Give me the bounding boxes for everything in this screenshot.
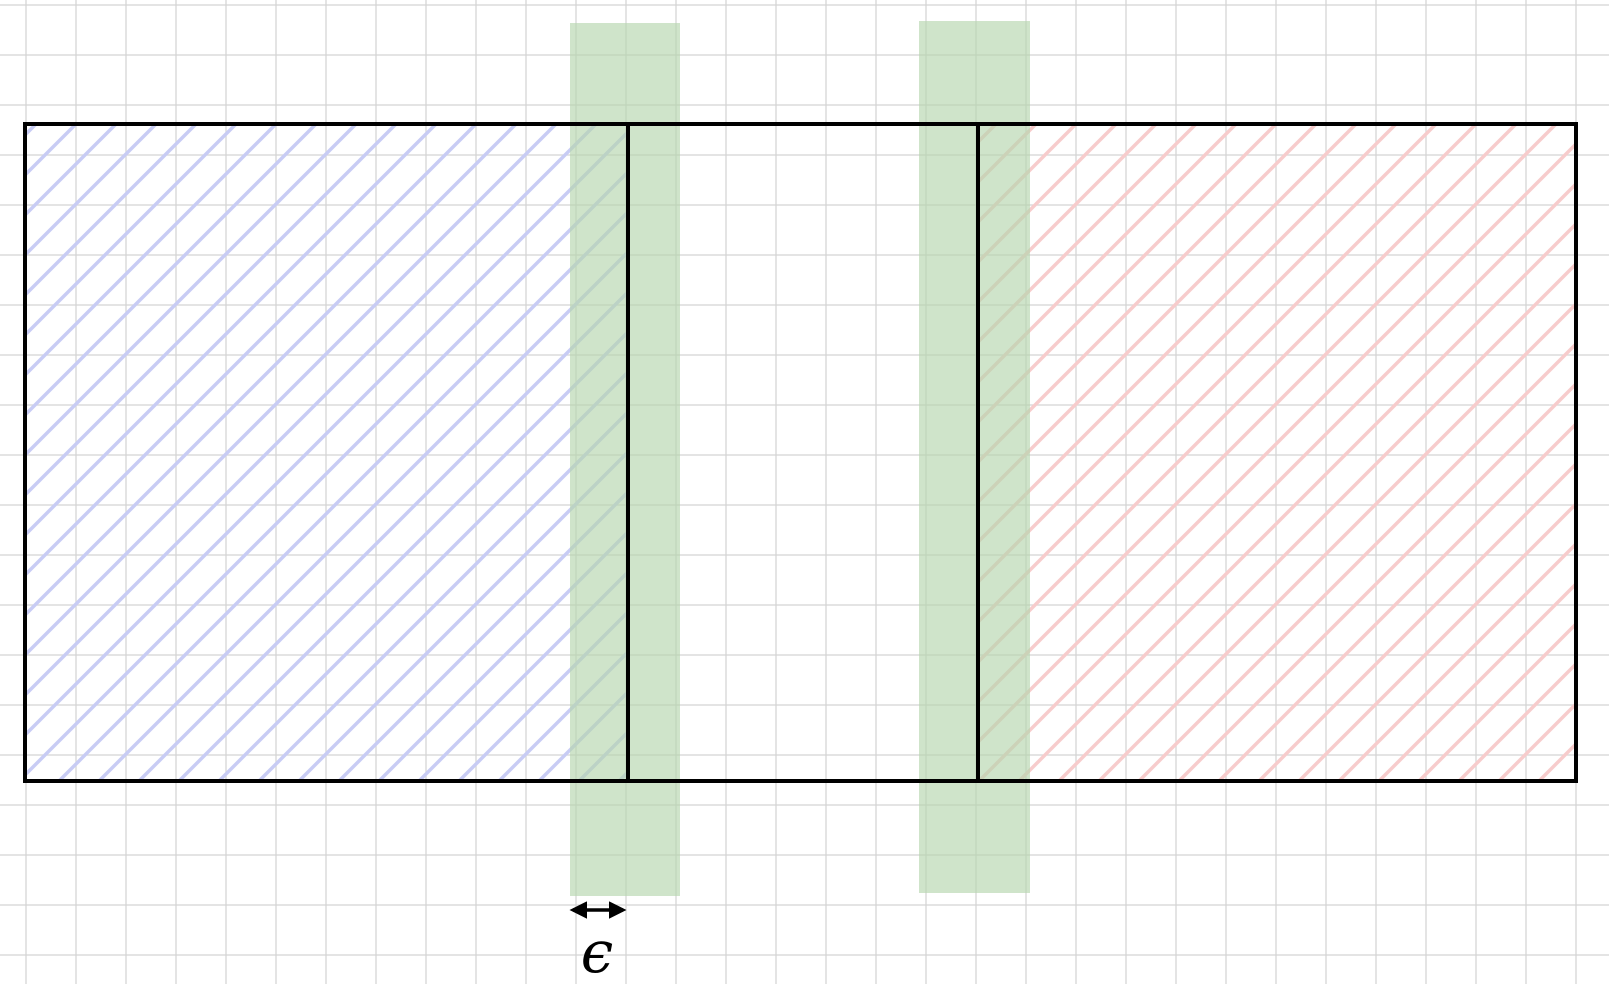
outer-rectangle xyxy=(23,122,1578,783)
epsilon-label: ϵ xyxy=(581,918,613,984)
left-hatched-region xyxy=(25,124,628,781)
left-epsilon-band xyxy=(570,23,680,896)
right-hatched-region xyxy=(978,124,1576,781)
right-epsilon-band xyxy=(919,21,1030,893)
